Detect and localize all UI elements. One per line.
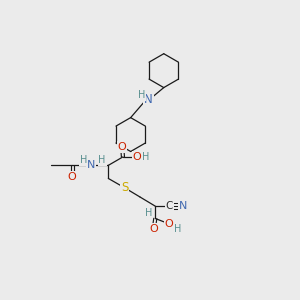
Text: N: N <box>179 201 187 211</box>
Text: H: H <box>80 155 87 165</box>
Text: O: O <box>132 152 141 162</box>
Text: C: C <box>166 201 173 211</box>
Text: O: O <box>149 224 158 234</box>
Text: H: H <box>174 224 181 234</box>
Text: S: S <box>121 181 128 194</box>
Text: O: O <box>118 142 127 152</box>
Text: O: O <box>165 219 173 229</box>
Text: O: O <box>68 172 76 182</box>
Text: H: H <box>145 208 152 218</box>
Text: H: H <box>142 152 150 162</box>
Text: H: H <box>138 90 145 100</box>
Text: N: N <box>86 160 95 170</box>
Text: H: H <box>98 155 106 165</box>
Text: N: N <box>144 93 153 106</box>
